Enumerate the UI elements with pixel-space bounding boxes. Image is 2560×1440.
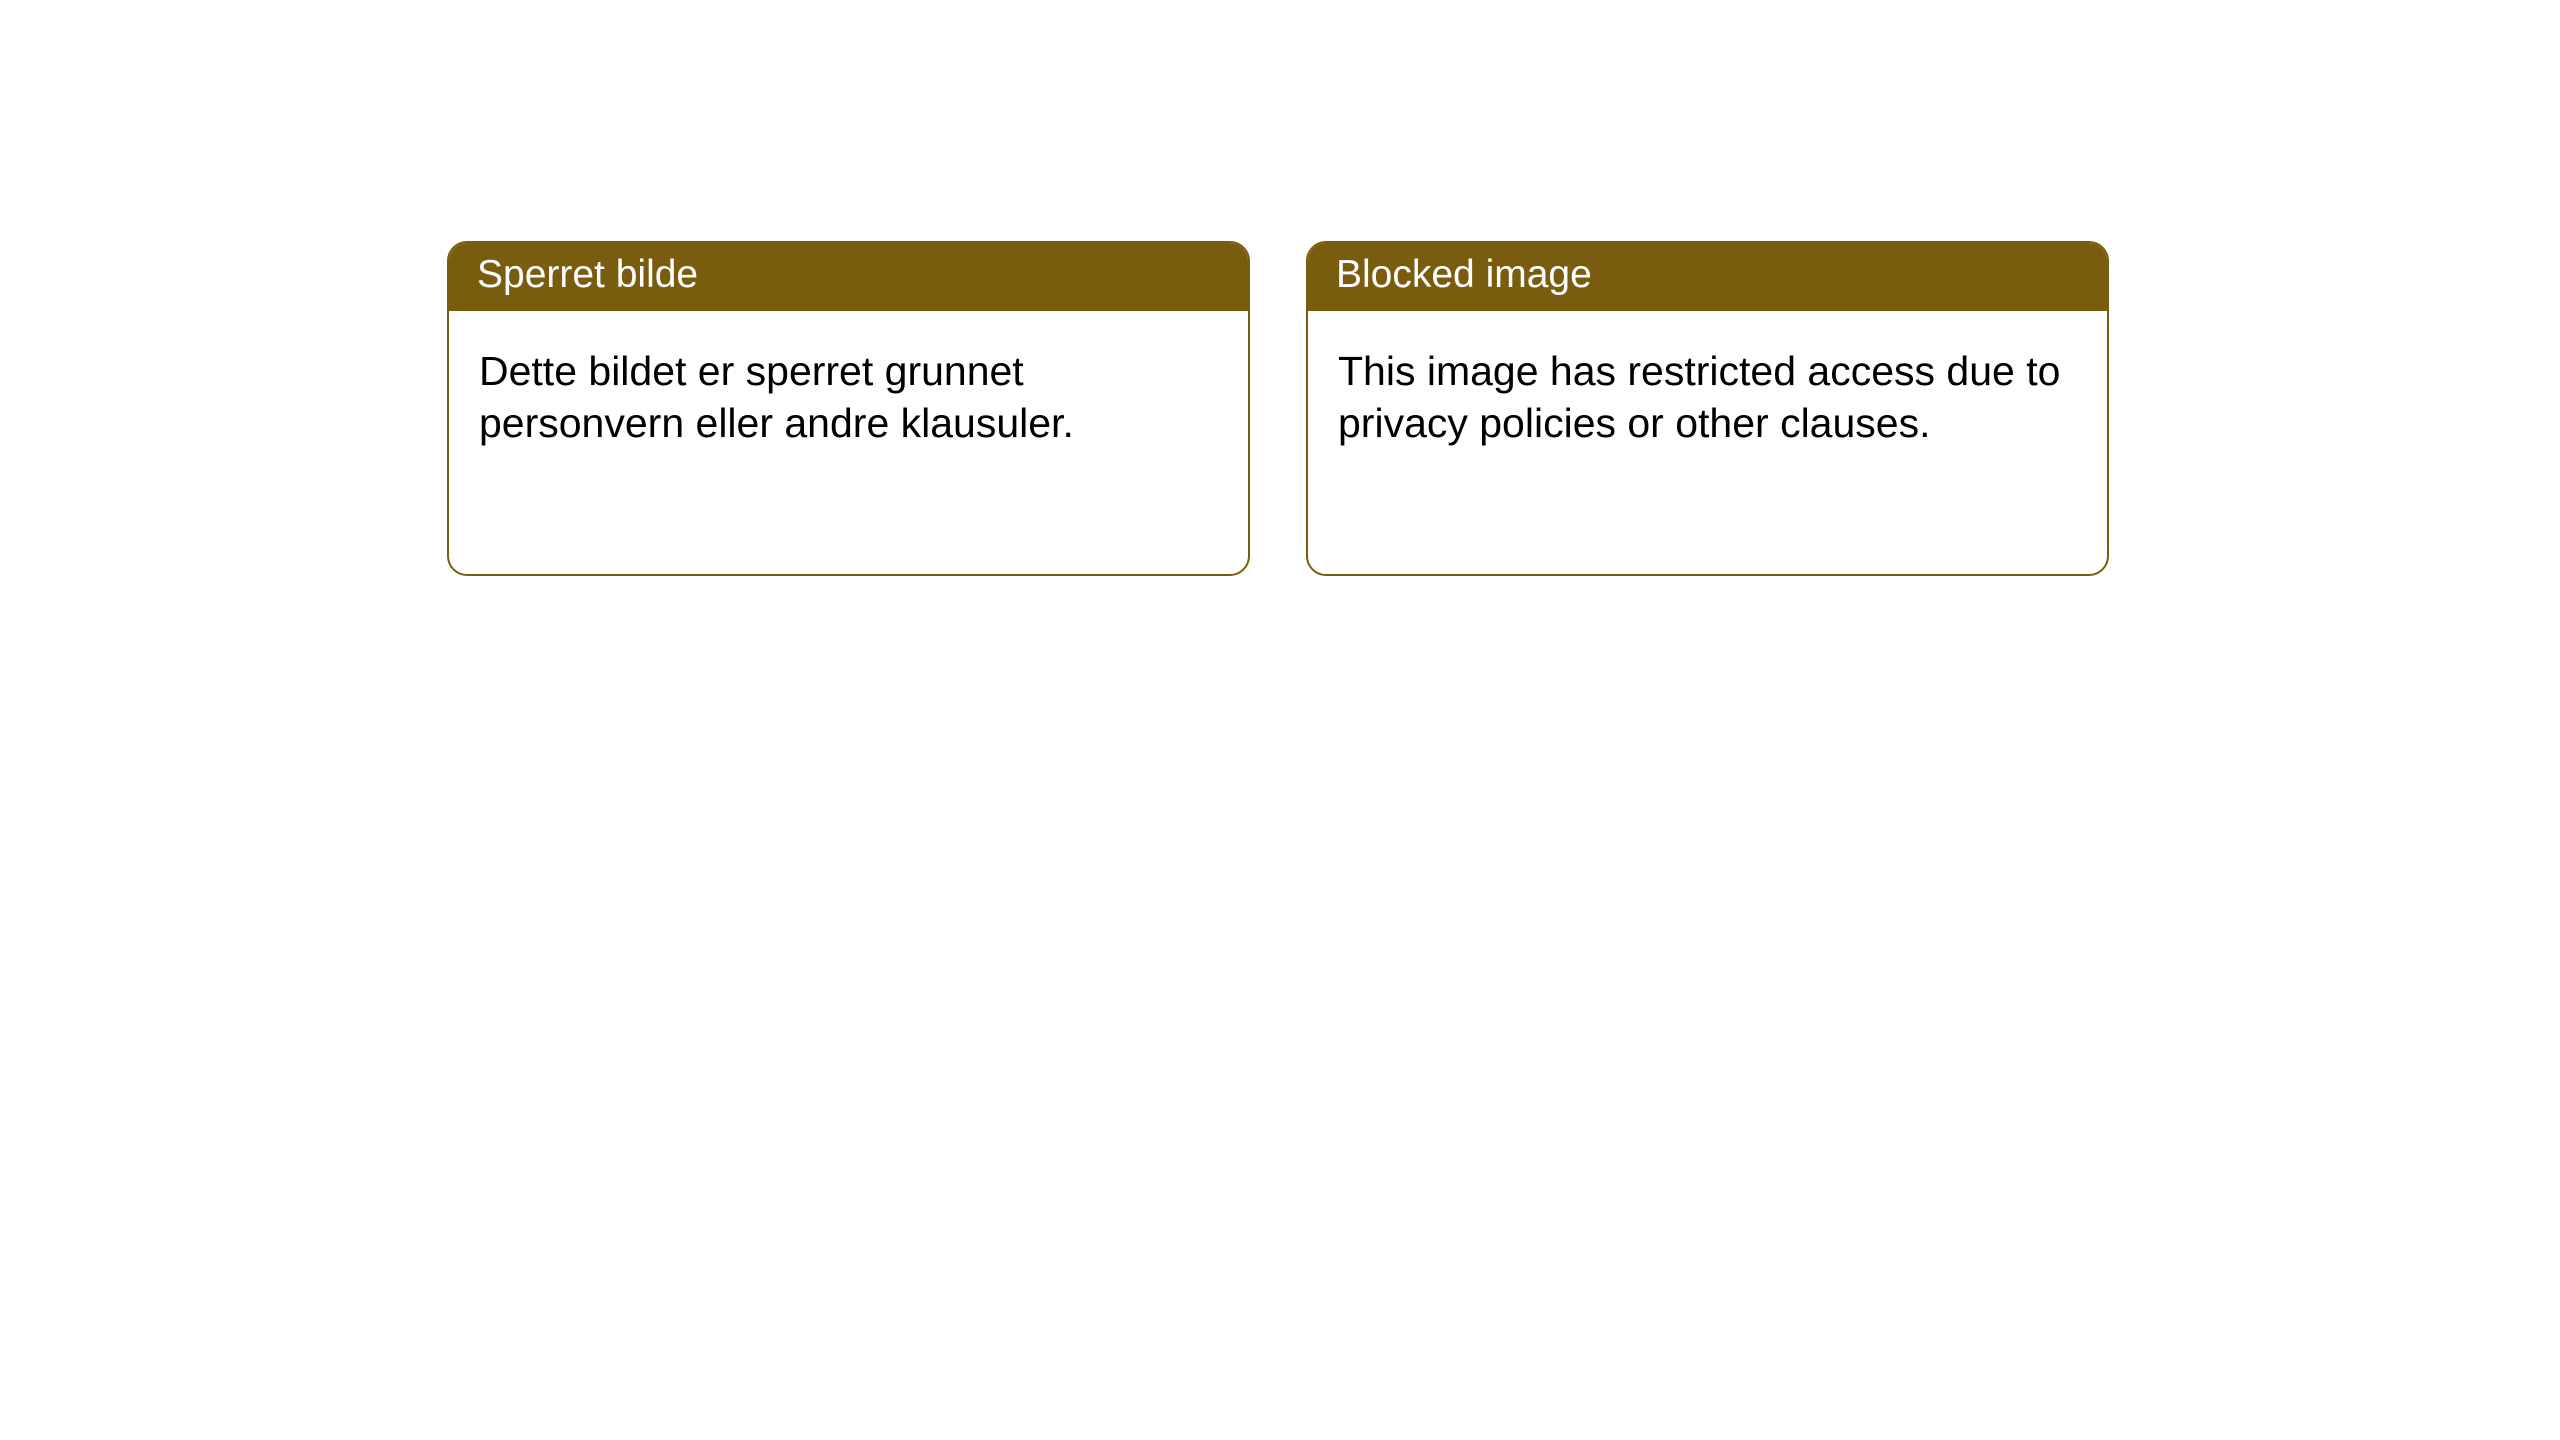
card-header: Sperret bilde — [449, 243, 1248, 311]
blocked-image-card-no: Sperret bilde Dette bildet er sperret gr… — [447, 241, 1250, 576]
card-header: Blocked image — [1308, 243, 2107, 311]
blocked-image-card-en: Blocked image This image has restricted … — [1306, 241, 2109, 576]
card-body: This image has restricted access due to … — [1308, 311, 2107, 483]
card-body: Dette bildet er sperret grunnet personve… — [449, 311, 1248, 483]
info-card-container: Sperret bilde Dette bildet er sperret gr… — [447, 241, 2109, 576]
